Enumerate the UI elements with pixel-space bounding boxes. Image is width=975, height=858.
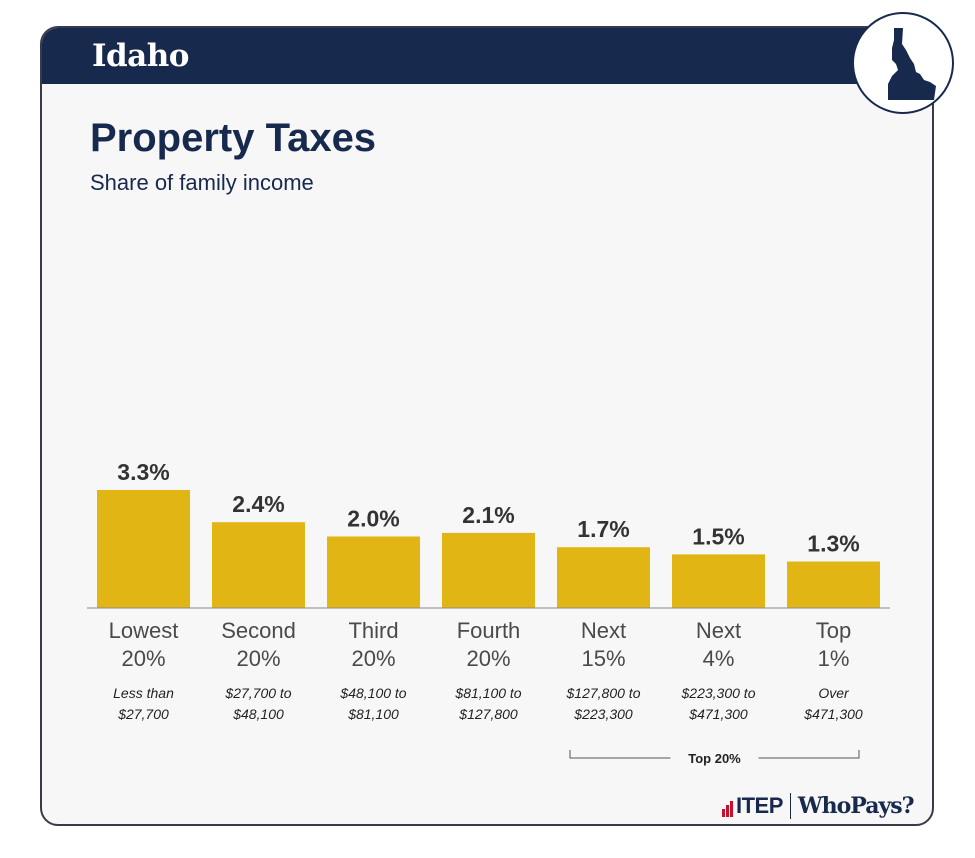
bar: [442, 532, 535, 608]
category-label: 4%: [703, 646, 735, 671]
bar-value-label: 1.5%: [692, 523, 744, 549]
header-bar: Idaho: [42, 28, 932, 84]
income-range-label: Over: [818, 685, 850, 701]
income-range-label: $48,100: [232, 706, 284, 722]
income-range-label: $127,800 to: [566, 685, 641, 701]
bar-value-label: 1.3%: [807, 531, 859, 557]
chart-card: Idaho: [40, 26, 934, 826]
income-range-label: $223,300: [573, 706, 633, 722]
category-label: Next: [696, 618, 741, 643]
bar: [787, 561, 880, 608]
idaho-state-outline-icon: [888, 28, 936, 100]
bar-value-label: 2.0%: [347, 505, 399, 531]
category-label: Top: [816, 618, 851, 643]
category-label: 20%: [236, 646, 280, 671]
whopays-wordmark: WhoPays?: [797, 793, 915, 819]
bar-value-label: 2.4%: [232, 491, 284, 517]
itep-bars-icon: [722, 801, 734, 817]
income-range-label: $27,700: [117, 706, 169, 722]
state-name: Idaho: [92, 38, 189, 74]
category-label: 20%: [351, 646, 395, 671]
category-label: Second: [221, 618, 296, 643]
state-badge: [852, 12, 954, 114]
category-label: 20%: [121, 646, 165, 671]
income-range-label: $223,300 to: [681, 685, 756, 701]
category-label: Fourth: [457, 618, 521, 643]
income-range-label: $48,100 to: [339, 685, 406, 701]
bar-value-label: 1.7%: [577, 516, 629, 542]
chart-subtitle: Share of family income: [90, 170, 314, 195]
category-label: 1%: [818, 646, 850, 671]
bar: [97, 490, 190, 608]
income-range-label: $471,300: [803, 706, 863, 722]
bar: [327, 536, 420, 608]
chart-title: Property Taxes: [90, 116, 377, 160]
income-range-label: $471,300: [688, 706, 748, 722]
itep-wordmark: ITEP: [736, 793, 783, 818]
income-range-label: $81,100 to: [454, 685, 521, 701]
logo-divider: [789, 793, 791, 819]
bar-value-label: 2.1%: [462, 502, 514, 528]
footer-logos: ITEP WhoPays?: [722, 790, 915, 822]
category-label: 20%: [466, 646, 510, 671]
income-range-label: $27,700 to: [224, 685, 291, 701]
itep-logo: ITEP: [722, 795, 783, 817]
income-range-label: $81,100: [347, 706, 399, 722]
group-bracket-label: Top 20%: [688, 751, 741, 766]
bar: [557, 547, 650, 608]
category-label: Next: [581, 618, 626, 643]
income-range-label: $127,800: [458, 706, 518, 722]
group-bracket-left: [569, 750, 671, 759]
income-range-label: Less than: [113, 685, 174, 701]
bar-value-label: 3.3%: [117, 459, 169, 485]
category-label: Lowest: [109, 618, 179, 643]
bar: [672, 554, 765, 608]
group-bracket-right: [758, 750, 860, 759]
category-label: Third: [348, 618, 398, 643]
bar: [212, 522, 305, 608]
category-label: 15%: [581, 646, 625, 671]
